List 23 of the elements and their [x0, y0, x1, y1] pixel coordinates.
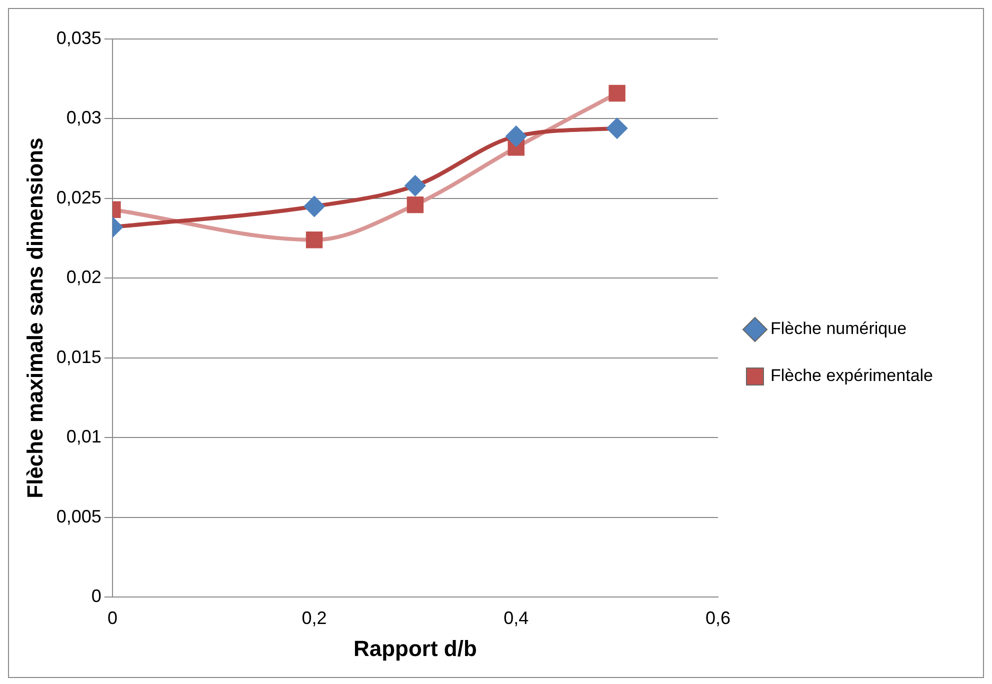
y-tick-label: 0,03: [66, 108, 102, 128]
y-tick-label: 0,01: [66, 426, 102, 447]
legend-label: Flèche expérimentale: [770, 366, 933, 386]
point: [405, 176, 426, 196]
x-axis-title: Rapport d/b: [353, 636, 477, 661]
y-tick-label: 0,035: [56, 28, 102, 48]
point: [406, 196, 424, 214]
x-tick-label: 0,6: [705, 608, 730, 628]
legend-label: Flèche numérique: [770, 319, 907, 338]
point: [608, 84, 626, 102]
y-tick-label: 0,025: [56, 187, 102, 208]
point: [306, 232, 323, 248]
y-tick-label: 0,005: [56, 506, 102, 526]
y-tick-label: 0,015: [56, 346, 102, 367]
point: [506, 126, 526, 146]
y-tick-label: 0: [91, 586, 102, 606]
y-tick-label: 0,02: [66, 267, 102, 288]
point: [607, 118, 628, 138]
x-tick-label: 0: [107, 608, 118, 628]
x-tick-label: 0,4: [504, 608, 529, 628]
point: [304, 196, 324, 216]
x-tick-label: 0,2: [302, 608, 327, 628]
y-axis-title: Flèche maximale sans dimensions: [22, 138, 48, 498]
